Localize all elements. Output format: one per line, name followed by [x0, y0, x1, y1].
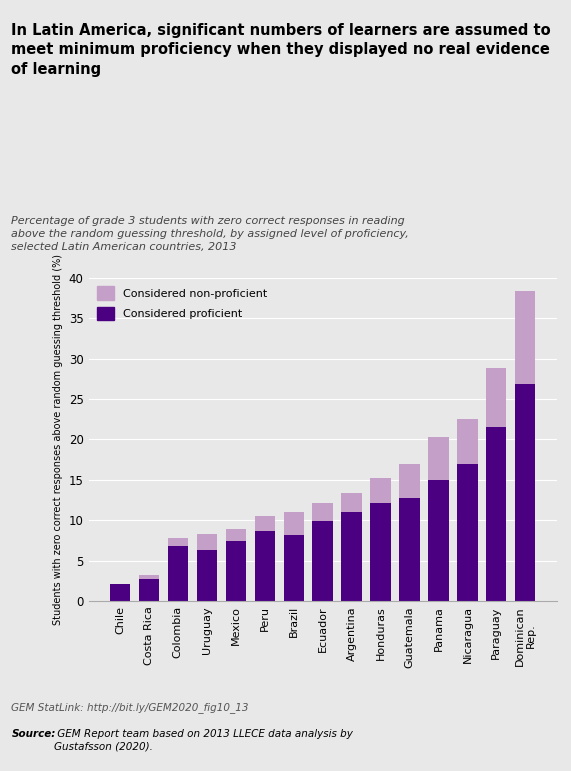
Bar [515, 291, 536, 385]
Bar [457, 464, 477, 601]
Bar [399, 498, 420, 601]
Bar [139, 579, 159, 601]
Bar [255, 531, 275, 601]
Bar [196, 550, 217, 601]
Bar [284, 535, 304, 601]
Bar [168, 547, 188, 601]
Bar [168, 538, 188, 547]
Bar [139, 575, 159, 579]
Bar [486, 427, 506, 601]
Bar [341, 513, 361, 601]
Text: GEM Report team based on 2013 LLECE data analysis by
Gustafsson (2020).: GEM Report team based on 2013 LLECE data… [54, 729, 353, 752]
Bar [341, 493, 361, 513]
Bar [110, 584, 130, 601]
Bar [371, 503, 391, 601]
Bar [226, 541, 246, 601]
Bar [399, 464, 420, 498]
Bar [486, 369, 506, 427]
Bar [515, 385, 536, 601]
Legend: Considered non-proficient, Considered proficient: Considered non-proficient, Considered pr… [94, 283, 271, 324]
Bar [196, 534, 217, 550]
Bar [312, 521, 333, 601]
Bar [428, 480, 449, 601]
Bar [371, 477, 391, 503]
Y-axis label: Students with zero correct responses above random guessing threshold (%): Students with zero correct responses abo… [53, 254, 63, 625]
Bar [284, 513, 304, 535]
Bar [255, 517, 275, 531]
Bar [226, 530, 246, 541]
Bar [457, 419, 477, 464]
Text: In Latin America, significant numbers of learners are assumed to
meet minimum pr: In Latin America, significant numbers of… [11, 23, 551, 76]
Text: Source:: Source: [11, 729, 56, 739]
Text: Percentage of grade 3 students with zero correct responses in reading
above the : Percentage of grade 3 students with zero… [11, 216, 409, 252]
Text: GEM StatLink: http://bit.ly/GEM2020_fig10_13: GEM StatLink: http://bit.ly/GEM2020_fig1… [11, 702, 249, 712]
Bar [428, 437, 449, 480]
Bar [312, 503, 333, 521]
